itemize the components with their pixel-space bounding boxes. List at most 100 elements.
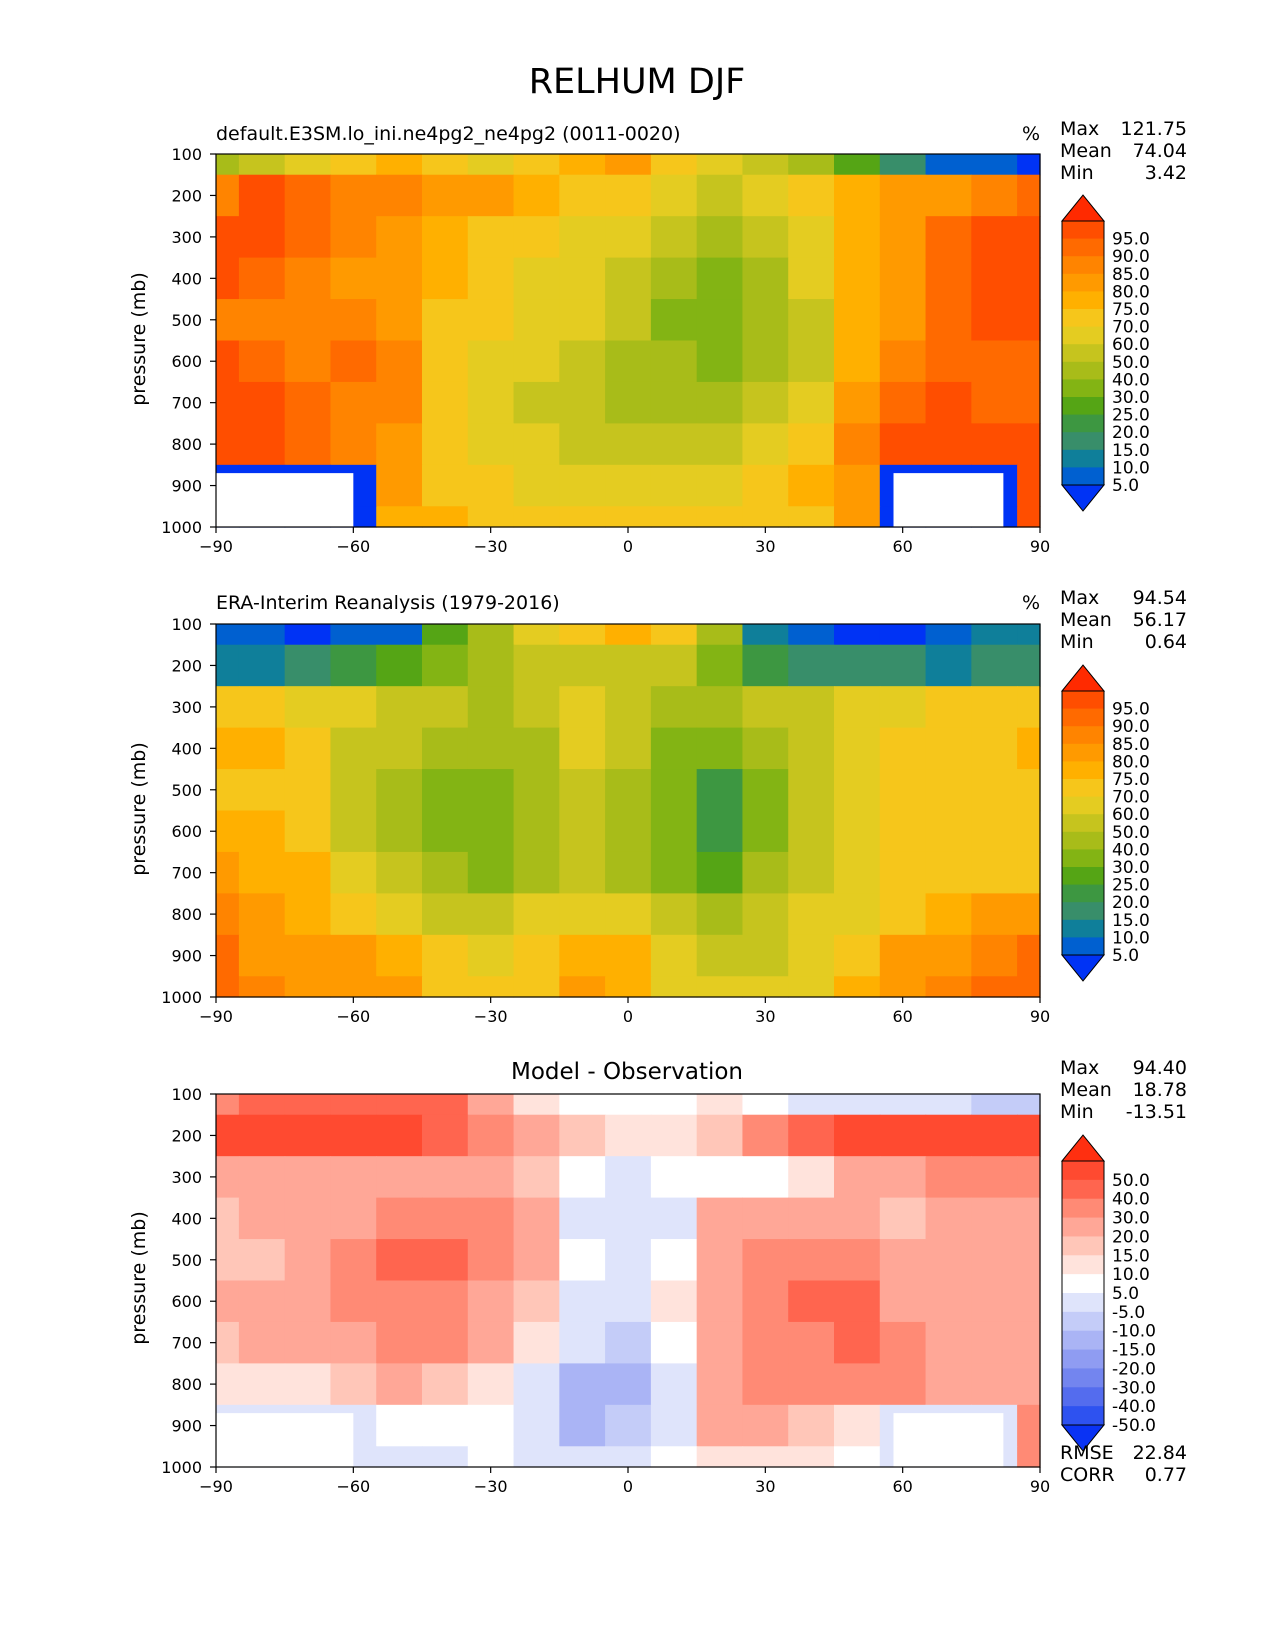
heatmap-cell: [925, 1321, 972, 1364]
heatmap-cell: [238, 1280, 286, 1323]
y-tick-label: 300: [171, 698, 202, 717]
colorbar-segment: [1062, 884, 1104, 903]
heatmap-cell: [971, 423, 1018, 466]
heatmap-cell: [650, 686, 698, 729]
heatmap-cell: [650, 257, 698, 300]
heatmap-cell: [513, 381, 560, 424]
heatmap-cell: [467, 1446, 515, 1468]
y-tick-label: 900: [171, 1417, 202, 1436]
heatmap-cell: [330, 893, 377, 936]
heatmap-cell: [879, 1321, 927, 1364]
y-tick-label: 100: [171, 145, 202, 164]
heatmap-cell: [605, 769, 652, 812]
heatmap-cell: [238, 1156, 286, 1199]
heatmap-cell: [605, 1363, 652, 1406]
heatmap-cell: [330, 769, 377, 812]
heatmap-cell: [467, 464, 515, 507]
heatmap-cell: [513, 464, 560, 507]
heatmap-cell: [284, 1197, 332, 1240]
colorbar-label: 80.0: [1112, 282, 1150, 302]
figure-title: RELHUM DJF: [529, 62, 746, 102]
stat-label: Mean: [1060, 1079, 1112, 1101]
heatmap-cell: [879, 624, 927, 646]
colorbar-segment: [1062, 309, 1104, 328]
stat-value: 0.64: [1145, 631, 1187, 653]
heatmap-cell: [742, 381, 789, 424]
heatmap-cell: [834, 893, 881, 936]
heatmap-cell: [971, 1321, 1018, 1364]
heatmap-cell: [376, 216, 423, 259]
heatmap-cell: [1017, 257, 1041, 300]
heatmap-cell: [1017, 934, 1041, 977]
heatmap-cell: [330, 174, 377, 217]
heatmap-cell: [1017, 1239, 1041, 1282]
heatmap-cell: [605, 1280, 652, 1323]
heatmap-cell: [216, 727, 240, 770]
heatmap-cell: [650, 727, 698, 770]
colorbar-segment: [1062, 238, 1104, 257]
heatmap-cell: [284, 154, 332, 176]
heatmap-cell: [330, 727, 377, 770]
heatmap-cell: [605, 624, 652, 646]
colorbar-label: 90.0: [1112, 717, 1150, 737]
heatmap-cell: [284, 423, 332, 466]
colorbar-label: 40.0: [1112, 1190, 1150, 1210]
heatmap-cell: [742, 506, 789, 528]
stat-label: Max: [1060, 118, 1099, 140]
heatmap-cell: [650, 893, 698, 936]
heatmap-cell: [925, 257, 972, 300]
colorbar-label: 10.0: [1112, 928, 1150, 948]
missing-region: [216, 1413, 354, 1467]
colorbar-label: -30.0: [1112, 1378, 1156, 1398]
heatmap-cell: [422, 423, 469, 466]
panel-title: default.E3SM.lo_ini.ne4pg2_ne4pg2 (0011-…: [216, 123, 681, 145]
colorbar-segment: [1062, 743, 1104, 762]
heatmap-cell: [376, 1156, 423, 1199]
heatmap-cell: [650, 1156, 698, 1199]
x-tick-label: 90: [1030, 1477, 1050, 1496]
heatmap-cell: [834, 976, 881, 998]
heatmap-cell: [971, 1280, 1018, 1323]
heatmap-cell: [879, 644, 927, 687]
y-tick-label: 100: [171, 615, 202, 634]
heatmap-cell: [216, 1239, 240, 1282]
heatmap-cell: [559, 1446, 606, 1468]
colorbar-label: 50.0: [1112, 1171, 1150, 1191]
heatmap-cell: [834, 381, 881, 424]
heatmap-cell: [971, 216, 1018, 259]
x-tick-label: 0: [623, 537, 633, 556]
stat-min: Min 0.64: [1060, 631, 1187, 653]
heatmap-cell: [559, 1114, 606, 1157]
x-tick-label: 30: [755, 1477, 775, 1496]
heatmap-cell: [559, 624, 606, 646]
stat-value: 94.40: [1133, 1057, 1187, 1079]
heatmap-cell: [696, 174, 744, 217]
heatmap-cell: [422, 810, 469, 853]
x-tick-label: −90: [199, 1007, 233, 1026]
heatmap-cell: [696, 624, 744, 646]
heatmap-cell: [788, 769, 835, 812]
heatmap-cell: [330, 1239, 377, 1282]
heatmap-cell: [971, 1114, 1018, 1157]
heatmap-cell: [216, 1094, 240, 1116]
heatmap-cell: [376, 154, 423, 176]
heatmap-cell: [650, 976, 698, 998]
heatmap-cell: [330, 851, 377, 894]
colorbar-label: 50.0: [1112, 823, 1150, 843]
heatmap-cell: [834, 934, 881, 977]
heatmap-cell: [834, 1363, 881, 1406]
colorbar-segment: [1062, 344, 1104, 363]
stat-label: RMSE: [1060, 1442, 1114, 1464]
colorbar-segment: [1062, 1198, 1104, 1219]
heatmap-cell: [216, 851, 240, 894]
heatmap-cell: [788, 644, 835, 687]
heatmap-cell: [559, 1363, 606, 1406]
heatmap-cell: [605, 464, 652, 507]
heatmap-cell: [879, 1363, 927, 1406]
heatmap-cell: [1017, 464, 1041, 507]
heatmap-cell: [788, 464, 835, 507]
y-tick-label: 300: [171, 228, 202, 247]
heatmap-cell: [376, 381, 423, 424]
heatmap-cell: [605, 976, 652, 998]
heatmap-cell: [742, 464, 789, 507]
